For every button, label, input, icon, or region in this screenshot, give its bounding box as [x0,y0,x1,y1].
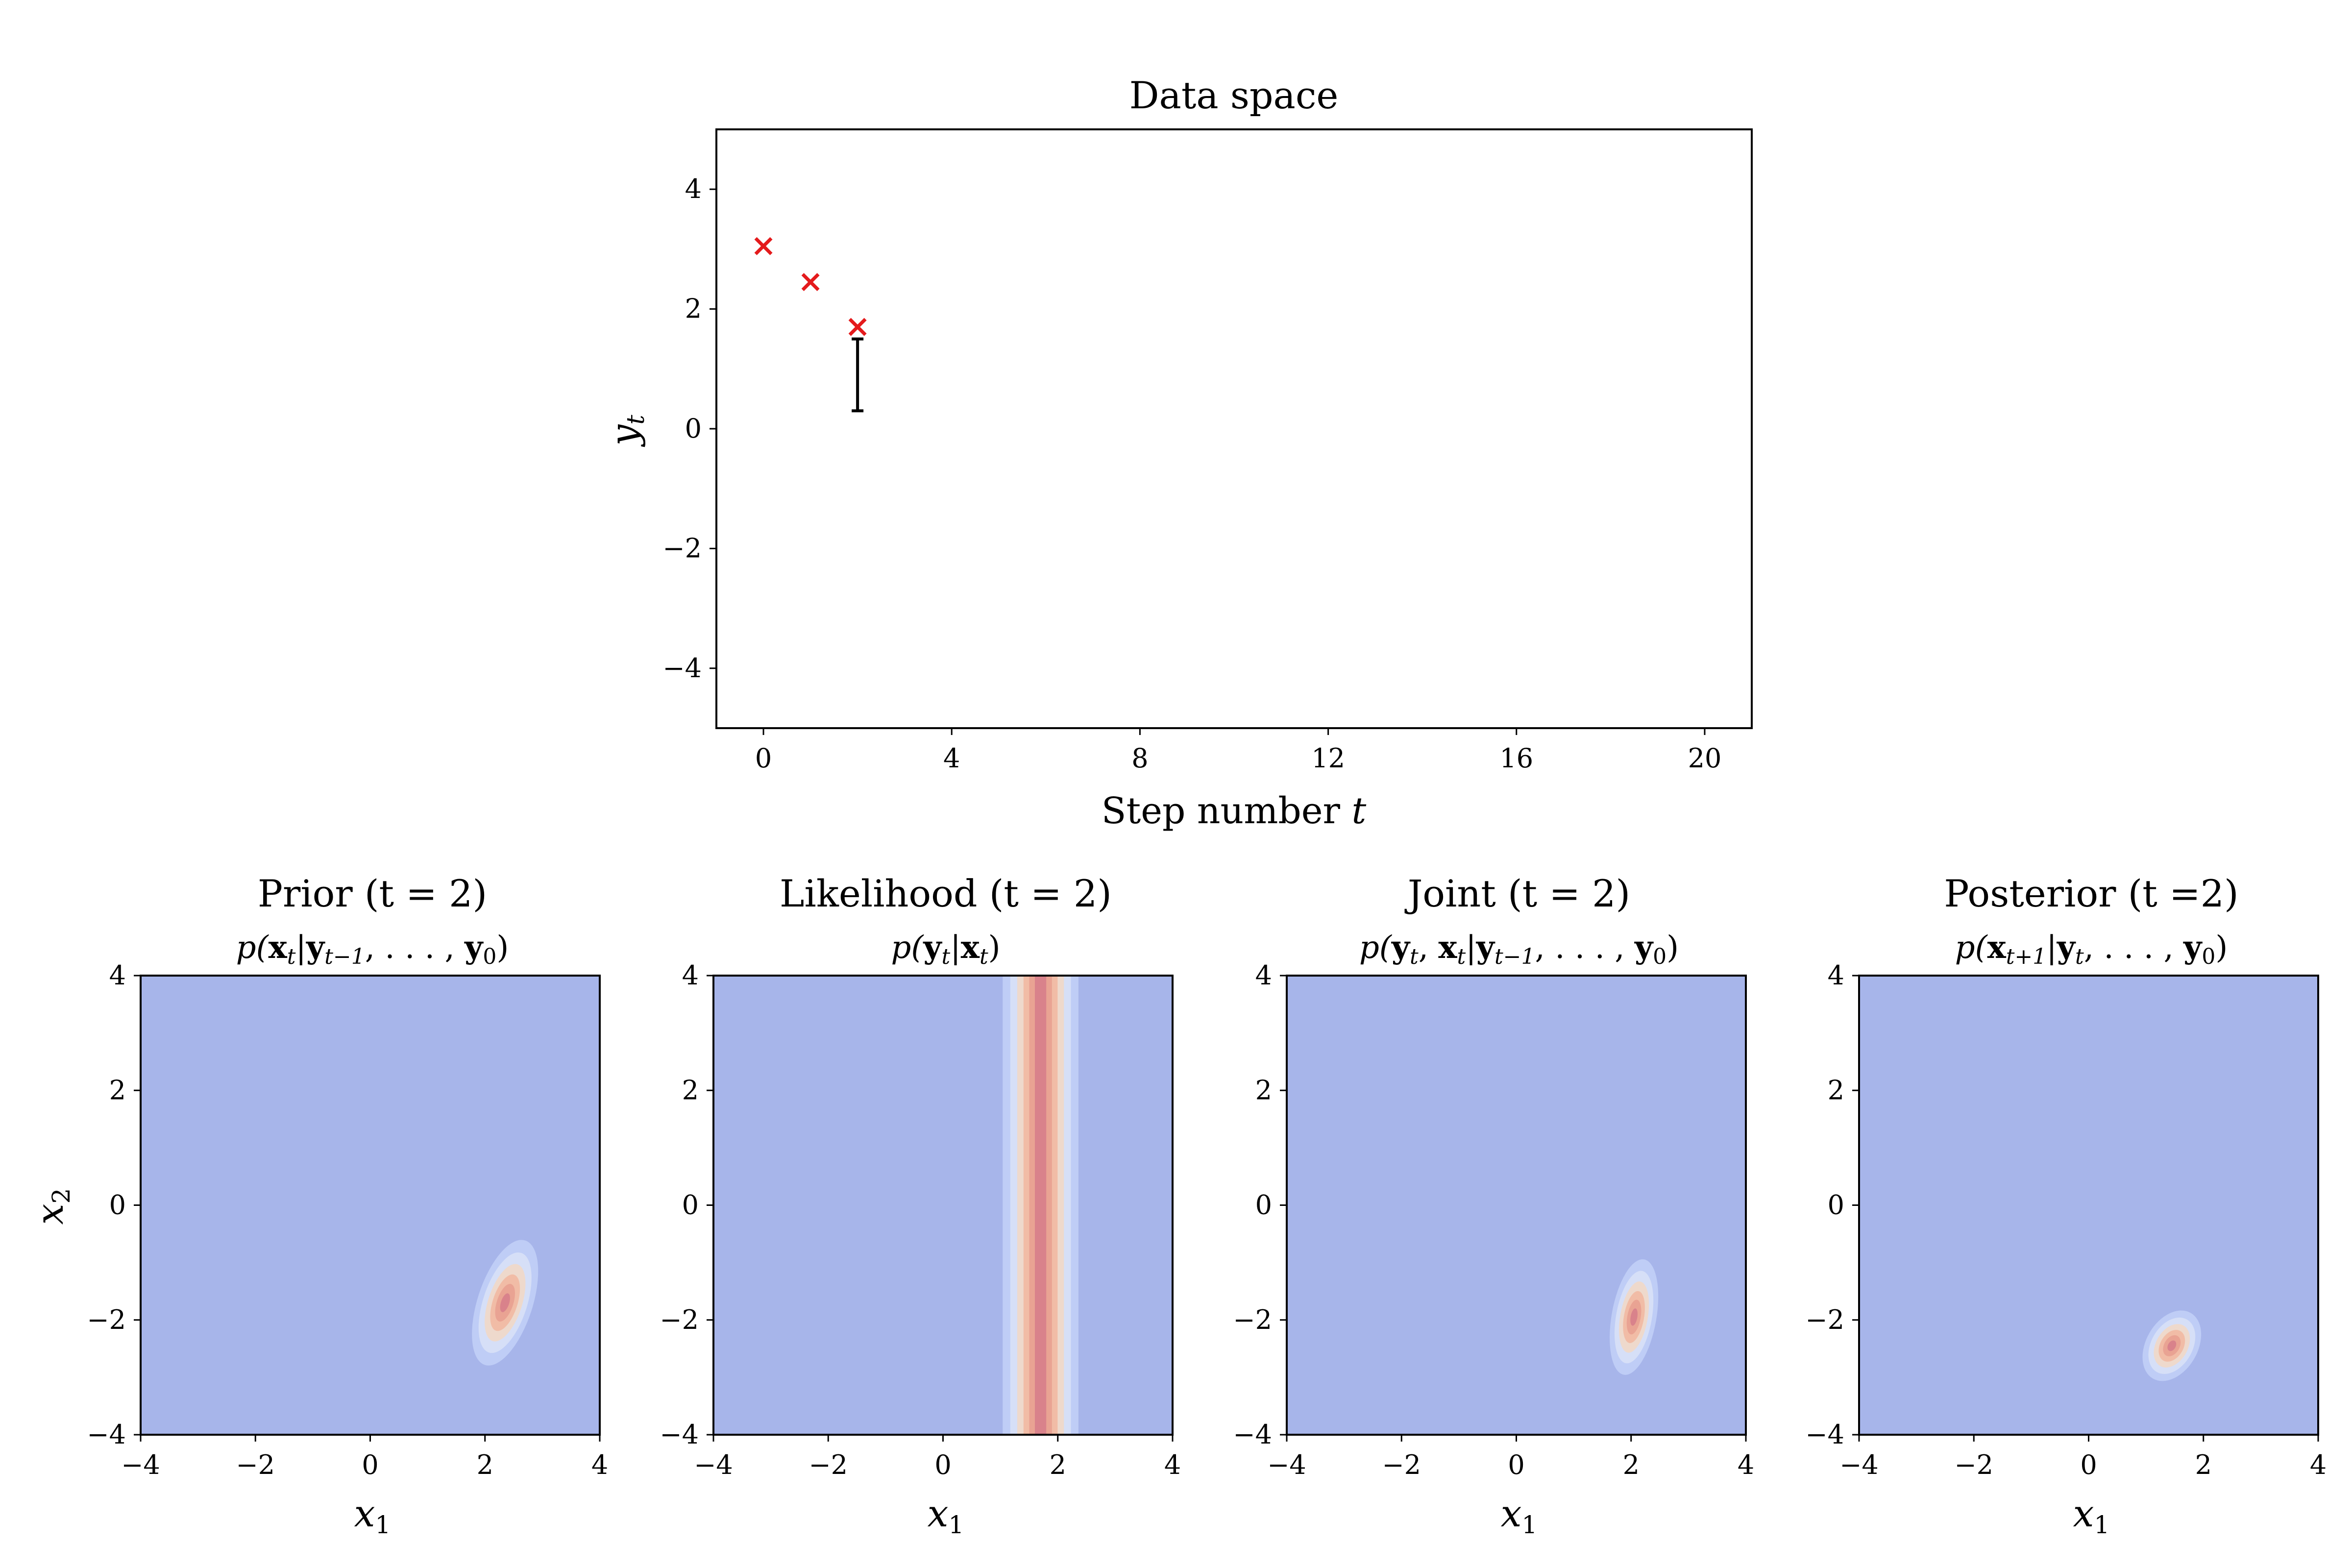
data-space-marks [754,237,867,413]
data-space-x-ticks: 0 4 8 12 16 20 [755,728,1721,774]
data-space-frame [715,128,1753,729]
x-tick-label: 2 [477,1449,493,1480]
x-tick-label: 20 [1688,743,1722,774]
posterior-plot-area: −4−4 −2 −2 0 0 2 2 4 4 [1805,960,2327,1480]
contour-level [1630,1308,1638,1326]
y-tick-label: 0 [109,1190,126,1221]
x-tick-label: 4 [2310,1449,2327,1480]
posterior-subtitle: p(xt+1|yt, . . . , y0) [1955,929,2228,969]
x-tick-label: 0 [2080,1449,2097,1480]
y-tick-label: −4 [660,1419,699,1450]
x-tick-label: −4 [121,1449,160,1480]
y-tick-label: 4 [109,960,126,991]
y-tick-label: 2 [1828,1075,1844,1105]
posterior-xlabel: x1 [2073,1492,2110,1539]
data-point-marker [848,318,867,336]
y-tick-label: 0 [1828,1190,1844,1221]
y-tick-label: 2 [685,294,702,324]
y-tick-label: −2 [87,1304,126,1335]
y-tick-label: 4 [1255,960,1272,991]
joint-plot-area: −4−4 −2 −2 0 0 2 2 4 4 [1233,960,1754,1480]
likelihood-xlabel: x1 [928,1492,964,1539]
x-tick-label: 16 [1499,743,1533,774]
prior-ylabel: x2 [28,1188,75,1225]
posterior-title: Posterior (t =2) [1944,872,2238,915]
joint-title: Joint (t = 2) [1404,872,1630,915]
x-tick-label: −2 [1954,1449,1993,1480]
contour-level [500,1293,510,1312]
predictive-errorbar [852,337,864,413]
x-tick-label: 2 [1623,1449,1640,1480]
likelihood-subtitle: p(yt|xt) [891,929,1000,969]
x-tick-label: 8 [1131,743,1148,774]
data-point-marker [754,237,773,255]
data-space-xlabel: Step number t [1102,790,1367,832]
x-tick-label: −4 [1839,1449,1879,1480]
prior-panel: Prior (t = 2) p(xt|yt−1, . . . , y0) −4−… [28,872,608,1539]
prior-subtitle: p(xt|yt−1, . . . , y0) [236,929,509,969]
x-tick-label: 12 [1311,743,1345,774]
y-tick-label: −2 [1805,1304,1844,1335]
prior-xlabel: x1 [354,1492,391,1539]
x-tick-label: 4 [1164,1449,1181,1480]
x-tick-label: −4 [694,1449,733,1480]
likelihood-panel: Likelihood (t = 2) p(yt|xt) −4−4 −2 −2 0 0 2 2… [660,872,1181,1539]
x-tick-label: 2 [2195,1449,2212,1480]
y-tick-label: 2 [682,1075,699,1105]
density-contours [1610,1259,1659,1375]
data-space-ylabel: yt [602,415,650,447]
data-point-marker [801,273,820,292]
x-tick-label: −2 [236,1449,275,1480]
density-contours [1003,976,1078,1435]
x-tick-label: 2 [1050,1449,1066,1480]
y-tick-label: 4 [1828,960,1844,991]
y-tick-label: 4 [685,173,702,204]
heatmap-background [141,976,600,1435]
heatmap-background [1287,976,1746,1435]
x-tick-label: −2 [1382,1449,1421,1480]
y-tick-label: −4 [87,1419,126,1450]
y-tick-label: 0 [685,413,702,444]
x-tick-label: 4 [943,743,960,774]
x-tick-label: −2 [808,1449,848,1480]
density-contours [2142,1310,2202,1381]
y-tick-label: −4 [662,653,702,684]
prior-title: Prior (t = 2) [258,872,487,915]
y-tick-label: −2 [1233,1304,1272,1335]
y-tick-label: −2 [660,1304,699,1335]
x-tick-label: 0 [1508,1449,1524,1480]
joint-panel: Joint (t = 2) p(yt, xt|yt−1, . . . , y0)… [1233,872,1754,1539]
joint-subtitle: p(yt, xt|yt−1, . . . , y0) [1359,929,1679,969]
contour-level [1035,976,1047,1435]
y-tick-label: −2 [662,533,702,564]
y-tick-label: 2 [1255,1075,1272,1105]
heatmap-background [713,976,1173,1435]
y-tick-label: −4 [1233,1419,1272,1450]
posterior-panel: Posterior (t =2) p(xt+1|yt, . . . , y0) … [1805,872,2327,1539]
density-contours [472,1240,539,1366]
likelihood-title: Likelihood (t = 2) [780,872,1112,915]
heatmap-background [1859,976,2318,1435]
x-tick-label: 4 [1738,1449,1754,1480]
joint-xlabel: x1 [1501,1492,1538,1539]
x-tick-label: 0 [934,1449,951,1480]
contour-level [2167,1340,2177,1351]
y-tick-label: −4 [1805,1419,1844,1450]
y-tick-label: 0 [682,1190,699,1221]
x-tick-label: 0 [755,743,772,774]
y-tick-label: 0 [1255,1190,1272,1221]
x-tick-label: 4 [591,1449,608,1480]
likelihood-plot-area: −4−4 −2 −2 0 0 2 2 4 4 [660,960,1181,1480]
data-space-title: Data space [1129,74,1339,117]
prior-plot-area: −4−4 −2 −2 0 0 2 2 4 4 [87,960,608,1480]
data-space-y-ticks: −4 −2 0 2 4 [662,173,716,684]
y-tick-label: 4 [682,960,699,991]
x-tick-label: −4 [1267,1449,1306,1480]
x-tick-label: 0 [362,1449,378,1480]
data-space-panel: Data space 0 4 8 12 16 20 −4 −2 0 2 4 Step number… [602,74,1753,832]
y-tick-label: 2 [109,1075,126,1105]
